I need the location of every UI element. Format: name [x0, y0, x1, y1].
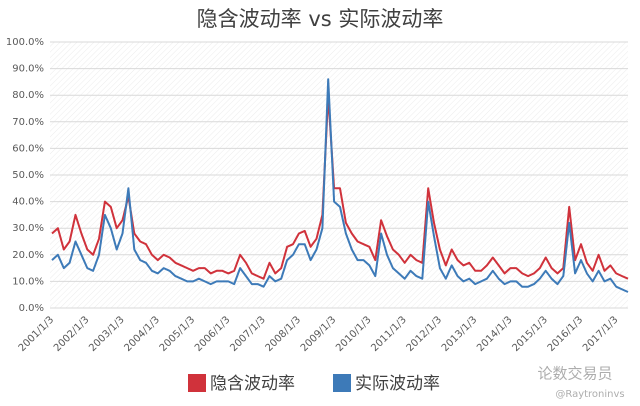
y-tick-label: 60.0% — [12, 143, 44, 154]
legend-swatch — [333, 374, 351, 392]
series-line — [51, 94, 629, 280]
legend-label: 实际波动率 — [355, 374, 440, 394]
series-line — [51, 78, 629, 293]
x-tick-label: 2013/1/3 — [440, 314, 480, 354]
watermark: 论数交易员 — [537, 365, 612, 383]
y-tick-label: 40.0% — [12, 197, 44, 208]
x-tick-label: 2010/1/3 — [334, 314, 374, 354]
x-tick-label: 2016/1/3 — [546, 314, 586, 354]
x-tick-label: 2006/1/3 — [193, 314, 233, 354]
y-tick-label: 90.0% — [12, 64, 44, 75]
y-tick-label: 70.0% — [12, 117, 44, 128]
x-tick-label: 2009/1/3 — [299, 314, 339, 354]
legend-label: 隐含波动率 — [210, 374, 295, 394]
y-tick-label: 0.0% — [19, 303, 44, 314]
y-tick-label: 80.0% — [12, 90, 44, 101]
legend-swatch — [188, 374, 206, 392]
chart-title: 隐含波动率 vs 实际波动率 — [197, 7, 444, 31]
x-tick-label: 2003/1/3 — [87, 314, 127, 354]
x-tick-label: 2015/1/3 — [510, 314, 550, 354]
x-tick-label: 2017/1/3 — [581, 314, 621, 354]
x-tick-label: 2007/1/3 — [228, 314, 268, 354]
x-tick-label: 2008/1/3 — [264, 314, 304, 354]
x-tick-label: 2011/1/3 — [369, 314, 409, 354]
watermark: @Raytroninvs — [555, 389, 624, 400]
x-tick-label: 2004/1/3 — [122, 314, 162, 354]
y-tick-label: 50.0% — [12, 170, 44, 181]
x-tick-label: 2002/1/3 — [52, 314, 92, 354]
x-tick-label: 2001/1/3 — [17, 314, 57, 354]
x-tick-label: 2014/1/3 — [475, 314, 515, 354]
y-tick-label: 20.0% — [12, 250, 44, 261]
x-tick-label: 2012/1/3 — [405, 314, 445, 354]
x-tick-label: 2005/1/3 — [158, 314, 198, 354]
y-tick-label: 100.0% — [6, 37, 44, 48]
y-tick-label: 10.0% — [12, 276, 44, 287]
y-tick-label: 30.0% — [12, 223, 44, 234]
